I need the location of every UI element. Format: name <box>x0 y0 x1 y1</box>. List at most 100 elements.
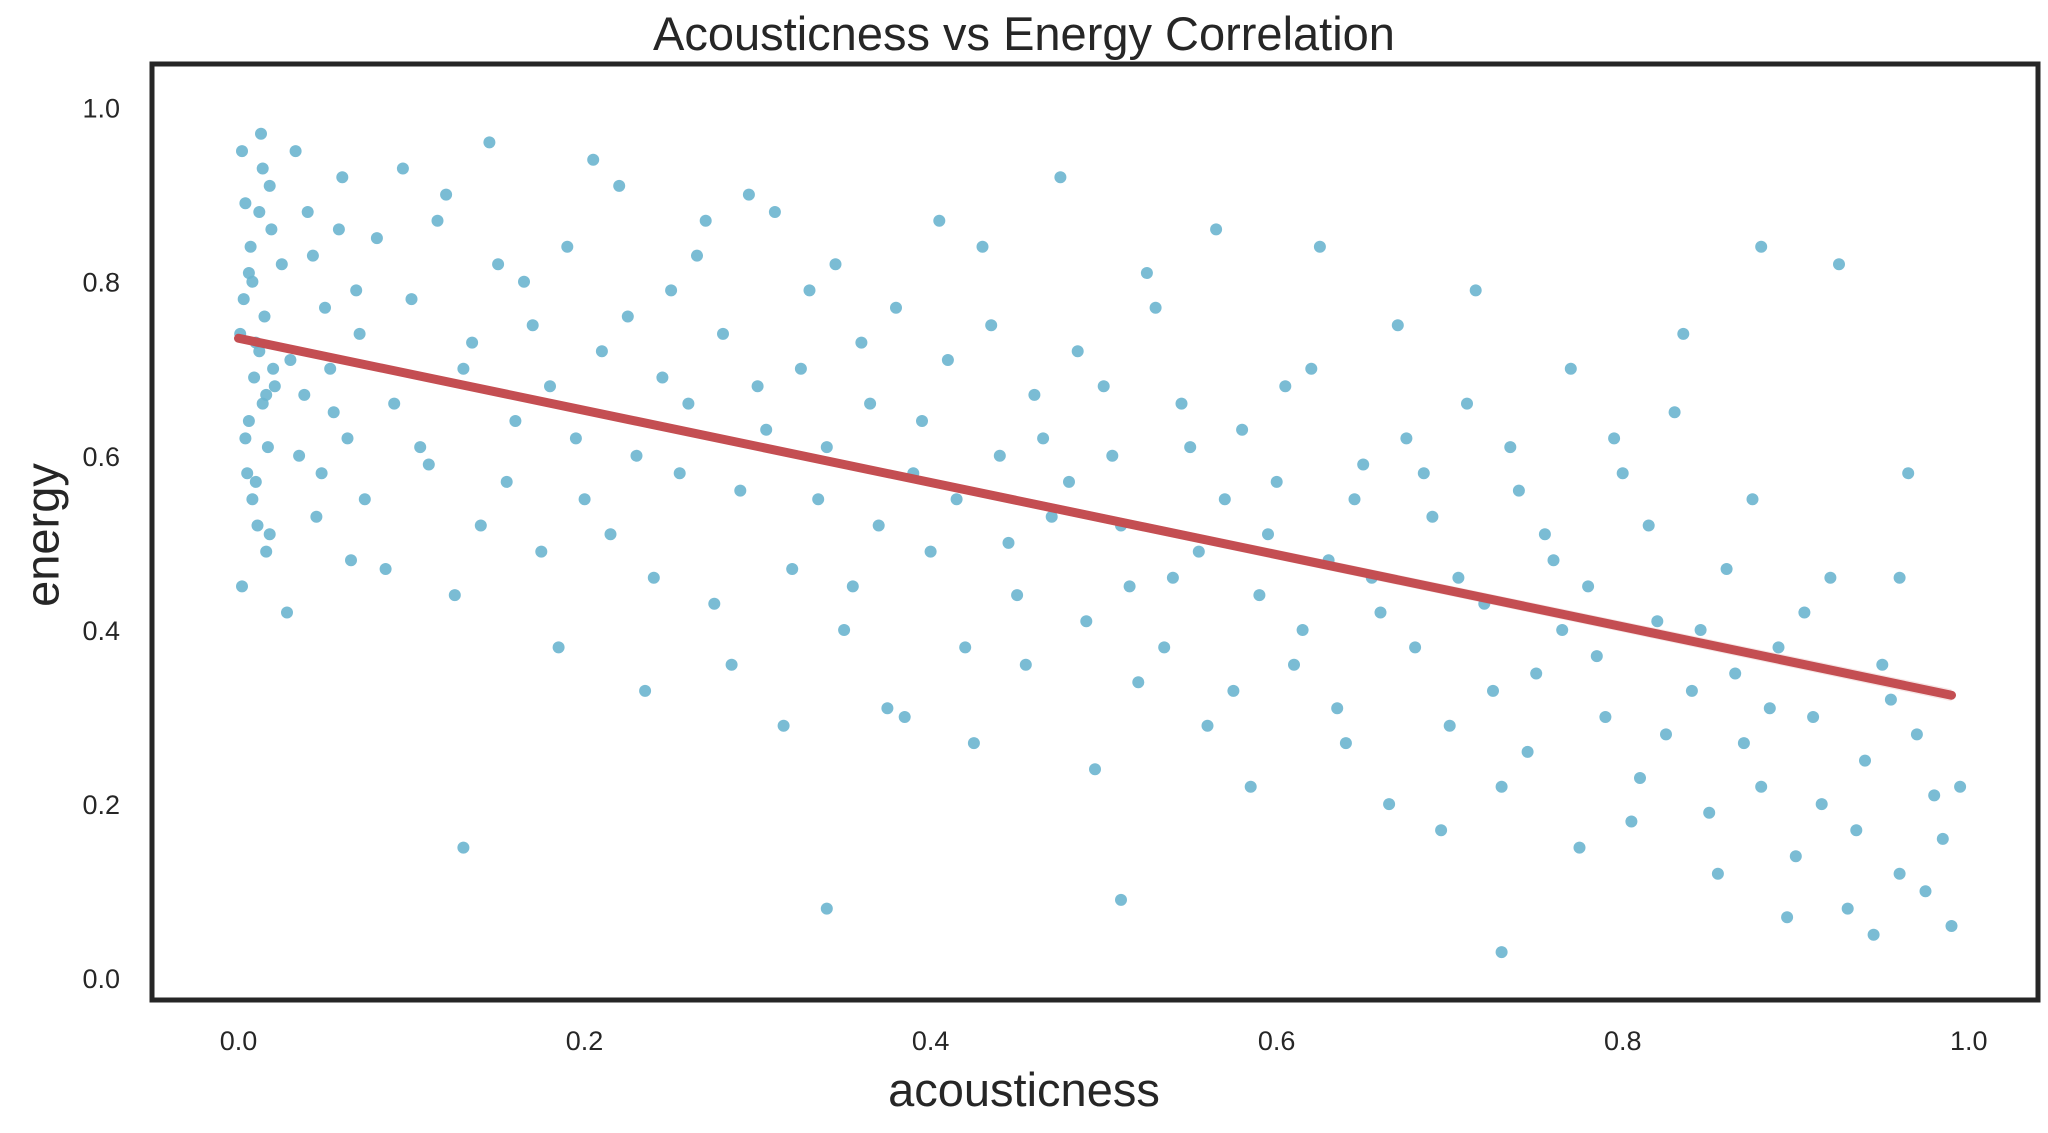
scatter-point <box>1781 911 1794 924</box>
scatter-point <box>315 467 328 480</box>
scatter-point <box>1071 345 1084 358</box>
y-tick-label: 0.0 <box>82 964 120 994</box>
scatter-point <box>1123 580 1136 593</box>
scatter-point <box>1660 728 1672 741</box>
scatter-point <box>1089 763 1101 776</box>
scatter-point <box>976 240 989 253</box>
scatter-point <box>1201 719 1214 732</box>
scatter-point <box>405 293 418 306</box>
scatter-point <box>284 354 297 366</box>
scatter-point <box>268 380 281 393</box>
scatter-point <box>1409 641 1422 654</box>
scatter-point <box>569 432 582 445</box>
scatter-point <box>1755 240 1768 253</box>
scatter-point <box>457 841 470 854</box>
scatter-point <box>1711 867 1724 880</box>
scatter-point <box>665 284 678 297</box>
scatter-point <box>639 684 652 697</box>
scatter-point <box>1902 467 1915 480</box>
x-tick-label: 0.0 <box>220 1026 258 1056</box>
scatter-point <box>263 179 276 192</box>
scatter-point <box>1859 754 1871 767</box>
scatter-point <box>261 441 274 454</box>
scatter-point <box>1564 362 1577 375</box>
scatter-point <box>1573 841 1586 854</box>
x-tick-label: 0.6 <box>1258 1026 1296 1056</box>
scatter-point <box>890 301 902 314</box>
scatter-point <box>1435 824 1448 837</box>
scatter-point <box>1313 240 1326 253</box>
scatter-point <box>855 336 868 349</box>
scatter-point <box>1080 615 1093 628</box>
scatter-point <box>1037 432 1050 445</box>
scatter-point <box>941 354 954 366</box>
scatter-point <box>544 380 556 393</box>
scatter-point <box>734 484 747 497</box>
scatter-point <box>253 345 266 358</box>
scatter-point <box>587 153 600 166</box>
scatter-point <box>691 249 703 262</box>
y-tick-label: 0.4 <box>82 616 120 646</box>
scatter-point <box>682 397 695 410</box>
scatter-point <box>1002 536 1015 549</box>
scatter-point <box>1149 301 1162 314</box>
scatter-point <box>1357 458 1370 471</box>
scatter-point <box>1772 641 1785 654</box>
scatter-point <box>803 284 816 297</box>
scatter-point <box>1841 902 1854 915</box>
scatter-point <box>431 214 444 227</box>
scatter-point <box>864 397 877 410</box>
scatter-point <box>1677 327 1690 340</box>
scatter-point <box>1703 806 1716 819</box>
scatter-point <box>1339 737 1352 750</box>
scatter-point <box>336 171 349 184</box>
scatter-point <box>1893 571 1906 584</box>
scatter-point <box>1910 728 1923 741</box>
x-tick-label: 0.4 <box>912 1026 950 1056</box>
scatter-point <box>251 519 264 532</box>
scatter-point <box>760 423 773 436</box>
scatter-point <box>1538 528 1551 541</box>
scatter-point <box>509 415 522 427</box>
scatter-point <box>255 127 267 140</box>
scatter-point <box>1236 423 1249 436</box>
scatter-point <box>244 240 257 253</box>
scatter-point <box>1824 571 1837 584</box>
scatter-point <box>1833 258 1845 271</box>
scatter-point <box>345 554 357 567</box>
axis-ticks: 0.0 0.2 0.4 0.6 0.8 1.0 0.0 0.2 0.4 0.6 0.8 1.0 <box>82 94 1987 1056</box>
scatter-point <box>1391 319 1404 332</box>
scatter-point <box>1374 606 1387 619</box>
regression-line <box>234 333 1956 700</box>
scatter-point <box>621 310 634 323</box>
scatter-point <box>319 301 331 314</box>
scatter-point <box>1720 563 1733 575</box>
scatter-point <box>466 336 479 349</box>
scatter-point <box>1954 780 1967 793</box>
scatter-point <box>275 258 288 271</box>
scatter-point <box>1729 667 1742 680</box>
scatter-point <box>768 206 781 218</box>
scatter-point <box>1028 388 1041 401</box>
scatter-point <box>1115 893 1127 906</box>
scatter-point <box>959 641 972 654</box>
scatter-point <box>448 589 461 602</box>
scatter-point <box>725 658 738 671</box>
scatter-point <box>518 275 530 288</box>
scatter-point <box>260 388 273 401</box>
scatter-point <box>1521 745 1534 758</box>
scatter-point <box>924 545 937 558</box>
y-tick-label: 0.2 <box>82 790 120 820</box>
scatter-point <box>1867 928 1880 941</box>
scatter-point <box>1746 493 1759 506</box>
scatter-point <box>829 258 842 271</box>
scatter-point <box>699 214 712 227</box>
y-tick-label: 0.8 <box>82 268 120 298</box>
scatter-point <box>777 719 790 732</box>
scatter-point <box>1192 545 1205 558</box>
scatter-point <box>1158 641 1171 654</box>
axes-frame <box>149 61 2041 1003</box>
scatter-point <box>379 563 392 575</box>
scatter-point <box>260 545 273 558</box>
